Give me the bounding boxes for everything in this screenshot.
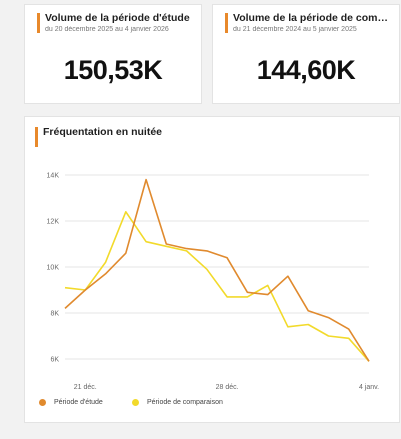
- y-tick-label: 14K: [47, 173, 60, 180]
- kpi-subtitle: du 20 décembre 2025 au 4 janvier 2026: [45, 26, 169, 33]
- y-tick-label: 8K: [50, 311, 59, 318]
- chart-legend: Période d'étude Période de comparaison: [25, 399, 399, 413]
- line-chart: 6K 8K 10K 12K 14K 21 déc. 28 déc. 4 janv.: [47, 173, 380, 392]
- y-tick-label: 12K: [47, 219, 60, 226]
- chart-card: Fréquentation en nuitée 6K 8K 10K 12K 14K 21 …: [24, 116, 400, 423]
- x-tick-label: 4 janv.: [359, 384, 379, 391]
- legend-dot-icon: [39, 399, 46, 406]
- kpi-subtitle: du 21 décembre 2024 au 5 janvier 2025: [233, 26, 357, 33]
- kpi-value: 144,60K: [256, 55, 356, 85]
- series-line-study: [64, 178, 370, 362]
- x-tick-label: 21 déc.: [74, 384, 97, 391]
- legend-item-study[interactable]: Période d'étude: [39, 399, 103, 406]
- kpi-accent-bar: [225, 13, 228, 33]
- chart-title: Fréquentation en nuitée: [43, 126, 163, 138]
- y-tick-label: 6K: [50, 357, 59, 364]
- kpi-accent-bar: [37, 13, 40, 33]
- kpi-title: Volume de la période de comparaison: [233, 12, 393, 24]
- legend-dot-icon: [132, 399, 139, 406]
- kpi-card-comparison: Volume de la période de comparaison du 2…: [212, 4, 400, 104]
- legend-label: Période de comparaison: [147, 399, 223, 406]
- legend-item-comparison[interactable]: Période de comparaison: [132, 399, 223, 406]
- kpi-value: 150,53K: [63, 55, 163, 85]
- x-tick-label: 28 déc.: [216, 384, 239, 391]
- legend-label: Période d'étude: [54, 399, 103, 406]
- chart-accent-bar: [35, 127, 38, 147]
- kpi-card-study: Volume de la période d'étude du 20 décem…: [24, 4, 202, 104]
- series-line-comparison: [64, 211, 370, 362]
- kpi-title: Volume de la période d'étude: [45, 12, 190, 24]
- y-tick-label: 10K: [47, 265, 60, 272]
